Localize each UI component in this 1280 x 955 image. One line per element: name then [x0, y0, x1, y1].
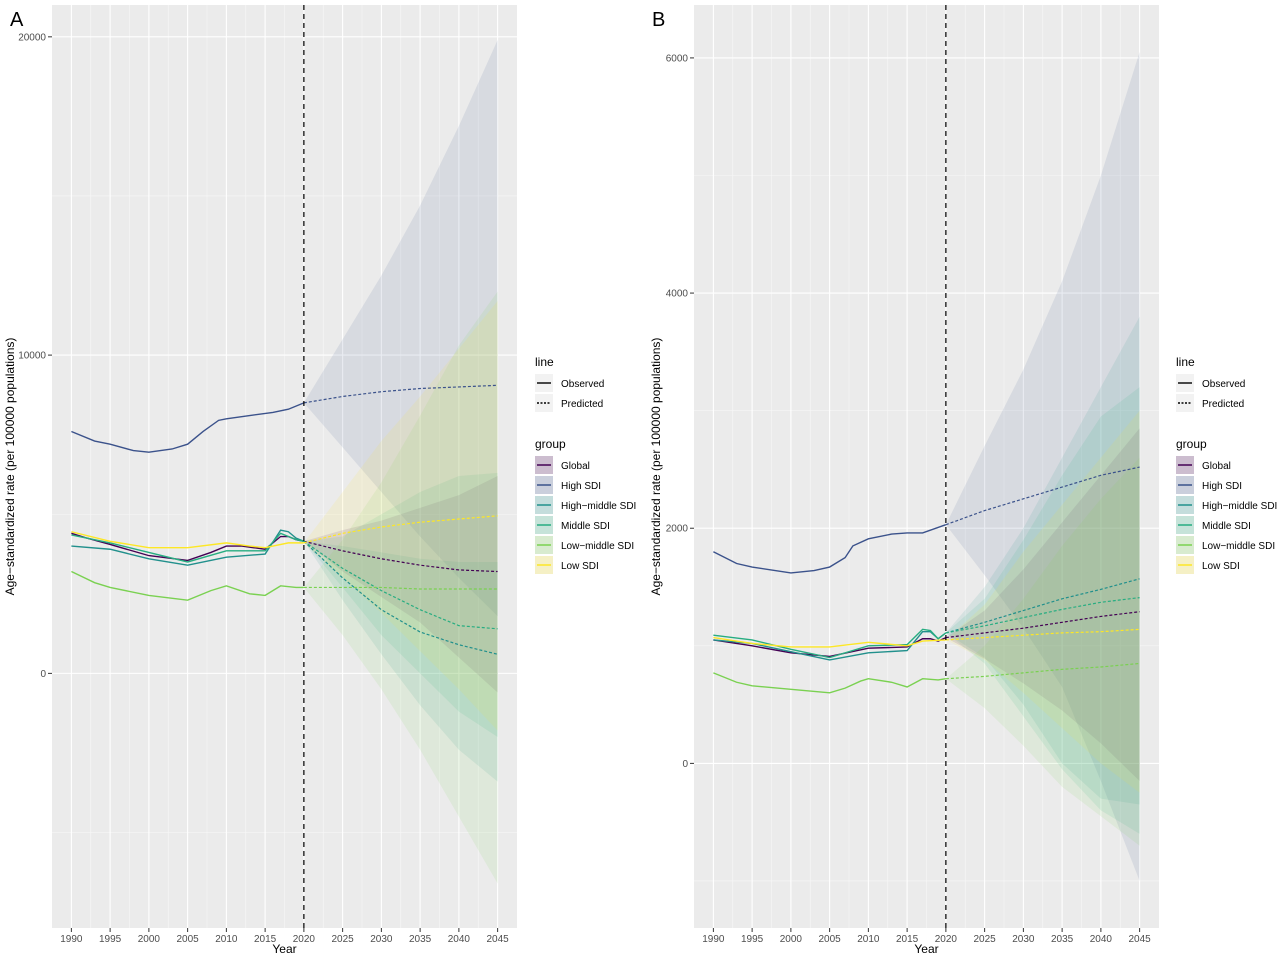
y-tick-label: 20000: [18, 32, 46, 43]
observed-line-high-sdi: [713, 524, 947, 574]
y-tick-label: 0: [682, 759, 688, 770]
x-tick-label: 2035: [1051, 934, 1074, 945]
legend-group-title: group: [535, 437, 566, 451]
series-lines: [713, 466, 1140, 694]
observed-line-low-sdi: [713, 636, 946, 648]
x-axis-title: Year: [272, 942, 296, 955]
legend: line Observed Predicted group Global High SDI…: [1176, 355, 1277, 574]
y-axis-title: Age−standardized rate (per 100000 popula…: [3, 338, 17, 596]
band-low-middle-sdi: [945, 457, 1140, 846]
legend-item-high-sdi: High SDI: [1202, 481, 1242, 492]
x-tick-label: 2000: [138, 934, 161, 945]
y-tick-label: 10000: [18, 351, 46, 362]
series-lines: [71, 384, 498, 655]
legend-item-observed: Observed: [1202, 379, 1245, 390]
x-tick-label: 1990: [702, 934, 725, 945]
confidence-bands: [303, 40, 498, 884]
legend-item-global: Global: [1202, 461, 1231, 472]
observed-line-high-sdi: [71, 402, 305, 453]
x-tick-label: 2040: [1090, 934, 1113, 945]
x-tick-label: 2025: [974, 934, 997, 945]
predicted-line-middle-sdi: [945, 597, 1140, 634]
legend-item-high-middle-sdi: High−middle SDI: [561, 501, 636, 512]
legend-item-global: Global: [561, 461, 590, 472]
observed-line-low-middle-sdi: [71, 570, 304, 601]
x-tick-label: 2000: [780, 934, 803, 945]
legend-item-low-middle-sdi: Low−middle SDI: [561, 541, 634, 552]
observed-line-low-sdi: [71, 531, 304, 549]
observed-line-low-middle-sdi: [713, 672, 946, 694]
legend: line Observed Predicted group Global High SDI…: [535, 355, 636, 574]
band-middle-sdi: [945, 387, 1140, 834]
y-tick-label: 0: [40, 669, 46, 680]
band-low-sdi: [945, 410, 1140, 793]
legend-item-low-sdi: Low SDI: [561, 561, 599, 572]
legend-line-title: line: [535, 355, 554, 369]
x-tick-label: 2030: [1012, 934, 1035, 945]
legend-item-predicted: Predicted: [1202, 399, 1244, 410]
predicted-line-high-sdi: [945, 466, 1140, 526]
x-tick-label: 1995: [99, 934, 122, 945]
x-tick-label: 2005: [819, 934, 842, 945]
x-tick-label: 2035: [409, 934, 432, 945]
x-tick-label: 2015: [254, 934, 277, 945]
y-tick-label: 6000: [666, 53, 689, 64]
predicted-line-high-middle-sdi: [303, 540, 498, 655]
band-global: [303, 476, 498, 693]
x-tick-label: 2020: [935, 934, 958, 945]
legend-item-middle-sdi: Middle SDI: [561, 521, 610, 532]
y-tick-label: 4000: [666, 289, 689, 300]
legend-item-high-sdi: High SDI: [561, 481, 601, 492]
band-middle-sdi: [303, 472, 498, 738]
y-axis-title: Age−standardized rate (per 100000 popula…: [649, 338, 663, 596]
band-low-sdi: [303, 300, 498, 731]
predicted-line-global: [945, 611, 1140, 639]
predicted-line-low-sdi: [945, 628, 1140, 641]
legend-item-middle-sdi: Middle SDI: [1202, 521, 1251, 532]
x-tick-label: 2015: [896, 934, 919, 945]
x-tick-label: 2025: [332, 934, 355, 945]
legend-item-low-middle-sdi: Low−middle SDI: [1202, 541, 1275, 552]
predicted-line-low-middle-sdi: [945, 662, 1140, 680]
x-tick-label: 2005: [177, 934, 200, 945]
observed-line-high-middle-sdi: [71, 529, 305, 566]
x-tick-label: 1995: [741, 934, 764, 945]
predicted-line-high-sdi: [303, 384, 498, 404]
observed-line-middle-sdi: [71, 532, 305, 563]
band-high-middle-sdi: [945, 316, 1140, 805]
panel-b: 1990 1995 2000 2005 2010 2015 2020 2025 2030 2035…: [649, 5, 1277, 955]
panel-label: A: [10, 9, 24, 31]
predicted-line-low-middle-sdi: [303, 586, 498, 590]
band-high-sdi: [945, 52, 1140, 881]
x-tick-label: 2040: [448, 934, 471, 945]
legend-line-title: line: [1176, 355, 1195, 369]
x-tick-label: 2010: [215, 934, 238, 945]
y-tick-label: 2000: [666, 524, 689, 535]
legend-item-predicted: Predicted: [561, 399, 603, 410]
x-tick-label: 2010: [857, 934, 880, 945]
predicted-line-high-middle-sdi: [945, 578, 1140, 634]
x-tick-label: 1990: [60, 934, 83, 945]
panel-a: 1990 1995 2000 2005 2010 2015 2020 2025 2030 2035…: [3, 5, 636, 955]
x-tick-label: 2030: [370, 934, 393, 945]
x-tick-label: 2045: [1129, 934, 1152, 945]
grid: [52, 5, 517, 928]
legend-item-high-middle-sdi: High−middle SDI: [1202, 501, 1277, 512]
legend-item-low-sdi: Low SDI: [1202, 561, 1240, 572]
x-tick-label: 2045: [487, 934, 510, 945]
x-axis-title: Year: [914, 942, 938, 955]
x-tick-label: 2020: [293, 934, 316, 945]
legend-group-title: group: [1176, 437, 1207, 451]
legend-item-observed: Observed: [561, 379, 604, 390]
panel-label: B: [652, 9, 665, 31]
band-high-middle-sdi: [303, 541, 498, 782]
band-high-sdi: [303, 40, 498, 617]
band-low-middle-sdi: [303, 291, 498, 884]
